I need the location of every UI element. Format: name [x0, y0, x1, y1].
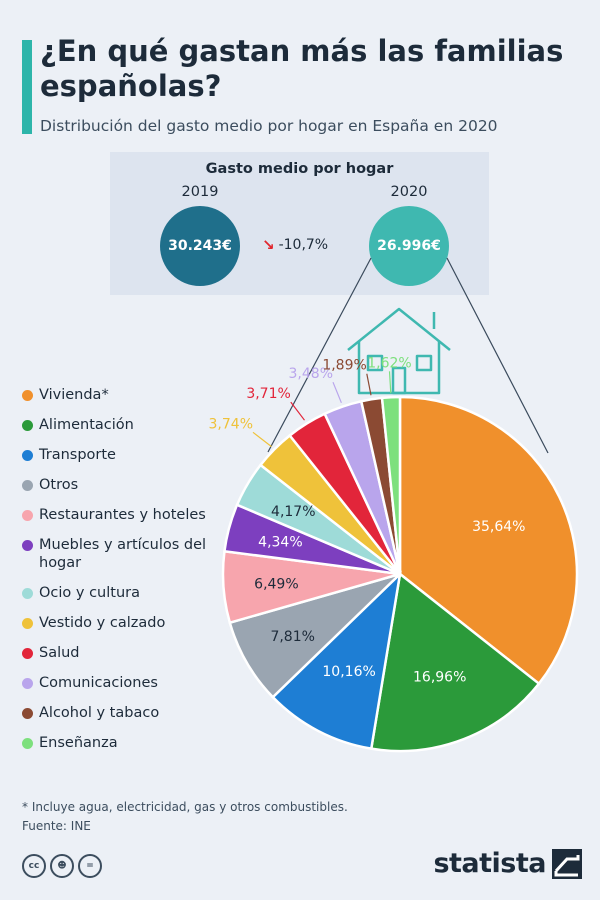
legend-label: Comunicaciones	[39, 675, 158, 691]
by-icon: ☻	[50, 854, 74, 878]
legend-label: Alcohol y tabaco	[39, 705, 160, 721]
legend-item: Salud	[22, 644, 222, 662]
pie-slice	[271, 570, 402, 751]
legend-item: Ocio y cultura	[22, 584, 222, 602]
slice-leader-line	[332, 381, 342, 404]
slice-label: 35,64%	[472, 519, 525, 535]
house-icon	[347, 307, 451, 395]
spend-2019-bubble: 30.243€	[160, 206, 240, 286]
slice-label: 3,71%	[246, 386, 290, 402]
legend-item: Alimentación	[22, 416, 222, 434]
legend-swatch	[22, 420, 33, 431]
slice-label: 3,74%	[209, 416, 253, 432]
slice-label: 1,62%	[367, 355, 411, 371]
legend-item: Enseñanza	[22, 734, 222, 752]
chart-title: ¿En qué gastan más las familias española…	[40, 34, 564, 103]
legend-label: Vivienda*	[39, 387, 109, 403]
zoom-connector-lines	[267, 257, 549, 454]
legend-item: Alcohol y tabaco	[22, 704, 222, 722]
legend-item: Transporte	[22, 446, 222, 464]
summary-title: Gasto medio por hogar	[205, 161, 394, 177]
pie-slice	[369, 571, 541, 753]
spend-change-value: -10,7%	[278, 237, 329, 253]
slice-label: 3,48%	[289, 366, 333, 382]
legend-label: Enseñanza	[39, 735, 118, 751]
pie-slice	[398, 395, 579, 686]
legend-label: Ocio y cultura	[39, 585, 140, 601]
footnote-note: * Incluye agua, electricidad, gas y otro…	[22, 800, 348, 814]
title-accent-bar	[22, 40, 32, 134]
spend-2020-value: 26.996€	[377, 238, 441, 254]
legend-swatch	[22, 450, 33, 461]
slice-leader-line	[388, 371, 392, 394]
legend-item: Restaurantes y hoteles	[22, 506, 222, 524]
slice-label: 7,81%	[270, 629, 314, 645]
chart-subtitle: Distribución del gasto medio por hogar e…	[40, 117, 498, 135]
year-2019-label: 2019	[181, 184, 219, 200]
license-icons: cc ☻ =	[22, 854, 102, 878]
legend-label: Otros	[39, 477, 79, 493]
legend-swatch	[22, 648, 33, 659]
pie-slice	[380, 395, 402, 575]
legend-swatch	[22, 708, 33, 719]
legend-label: Alimentación	[39, 417, 134, 433]
legend-label: Vestido y calzado	[39, 615, 166, 631]
slice-label: 4,17%	[271, 504, 315, 520]
legend-swatch	[22, 678, 33, 689]
spend-2019-value: 30.243€	[168, 238, 232, 254]
legend-item: Vivienda*	[22, 386, 222, 404]
legend-item: Comunicaciones	[22, 674, 222, 692]
slice-leader-line	[252, 431, 272, 448]
brand-name: statista	[433, 848, 546, 879]
slice-label: 6,49%	[254, 576, 298, 592]
nd-icon: =	[78, 854, 102, 878]
spend-change: ↘ -10,7%	[262, 236, 328, 254]
slice-label: 10,16%	[322, 664, 375, 680]
down-arrow-icon: ↘	[262, 236, 275, 254]
slice-leader-line	[366, 373, 372, 396]
spend-2020-bubble: 26.996€	[369, 206, 449, 286]
legend-swatch	[22, 738, 33, 749]
slice-leader-line	[290, 401, 305, 421]
legend-label: Restaurantes y hoteles	[39, 507, 206, 523]
legend-swatch	[22, 618, 33, 629]
summary-panel: Gasto medio por hogar 2019 2020 30.243€ …	[110, 152, 489, 295]
zoom-line	[267, 257, 372, 453]
slice-label: 16,96%	[413, 669, 466, 685]
legend-swatch	[22, 390, 33, 401]
zoom-line	[446, 257, 549, 454]
legend-label: Salud	[39, 645, 80, 661]
brand: statista	[433, 848, 582, 879]
legend-label: Muebles y artículos del hogar	[39, 537, 207, 571]
legend-swatch	[22, 480, 33, 491]
slice-label: 4,34%	[258, 535, 302, 551]
chart-legend: Vivienda* Alimentación Transporte Otros Rest…	[22, 386, 222, 764]
statista-logo-icon	[552, 848, 582, 879]
footnote: * Incluye agua, electricidad, gas y otro…	[22, 798, 582, 836]
legend-item: Muebles y artículos del hogar	[22, 536, 222, 572]
legend-item: Vestido y calzado	[22, 614, 222, 632]
cc-icon: cc	[22, 854, 46, 878]
legend-item: Otros	[22, 476, 222, 494]
footnote-source: Fuente: INE	[22, 819, 91, 833]
legend-swatch	[22, 588, 33, 599]
year-2020-label: 2020	[390, 184, 428, 200]
slice-label: 1,89%	[322, 358, 366, 374]
legend-swatch	[22, 510, 33, 521]
legend-label: Transporte	[39, 447, 116, 463]
legend-swatch	[22, 540, 33, 551]
